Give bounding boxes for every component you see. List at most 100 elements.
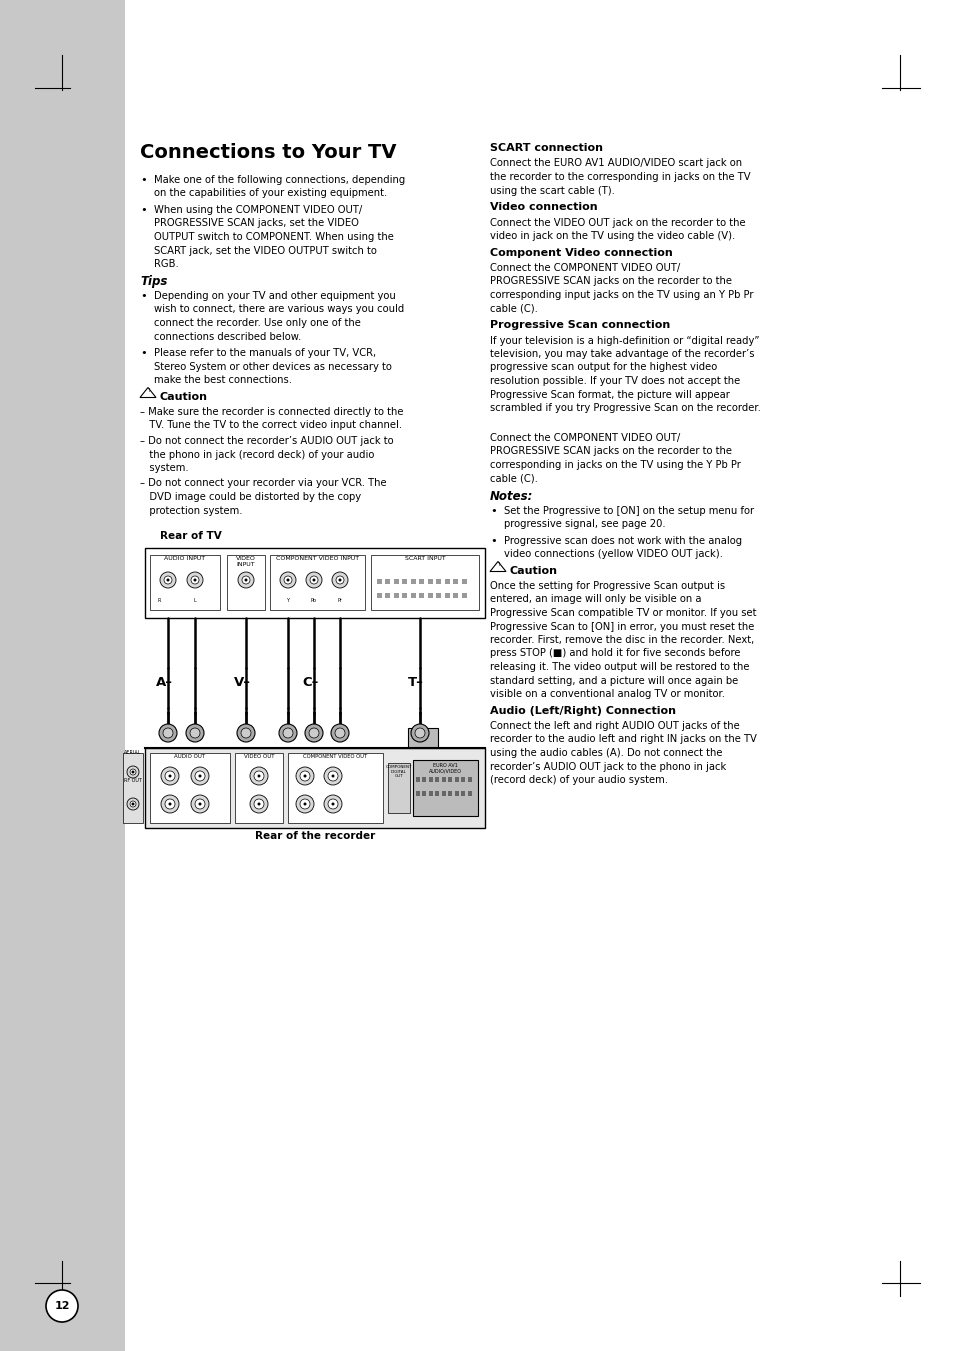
Circle shape [335,576,344,584]
Bar [444,580,450,584]
Text: If your television is a high-definition or “digital ready”: If your television is a high-definition … [490,335,759,346]
Bar [429,790,433,796]
Text: •: • [490,505,497,516]
Text: PROGRESSIVE SCAN jacks on the recorder to the: PROGRESSIVE SCAN jacks on the recorder t… [490,277,731,286]
Circle shape [191,576,199,584]
Text: PROGRESSIVE SCAN jacks on the recorder to the: PROGRESSIVE SCAN jacks on the recorder t… [490,446,731,457]
Circle shape [127,766,139,778]
Text: AERIAL: AERIAL [124,750,142,755]
Circle shape [161,767,179,785]
Text: entered, an image will only be visible on a: entered, an image will only be visible o… [490,594,700,604]
Circle shape [241,728,251,738]
Text: corresponding input jacks on the TV using an Y Pb Pr: corresponding input jacks on the TV usin… [490,290,753,300]
Text: – Do not connect your recorder via your VCR. The: – Do not connect your recorder via your … [140,478,386,489]
Text: recorder. First, remove the disc in the recorder. Next,: recorder. First, remove the disc in the … [490,635,754,644]
Circle shape [324,794,341,813]
Text: •: • [140,349,147,358]
Circle shape [163,728,172,738]
Circle shape [286,578,289,581]
Bar [429,777,433,782]
Bar [123,753,143,823]
Text: COMPONENT VIDEO INPUT: COMPONENT VIDEO INPUT [275,557,358,561]
Text: Progressive Scan connection: Progressive Scan connection [490,320,670,330]
Text: releasing it. The video output will be restored to the: releasing it. The video output will be r… [490,662,749,671]
Circle shape [167,578,170,581]
Text: AUDIO OUT: AUDIO OUT [174,754,205,759]
Text: R: R [157,598,160,603]
Text: VIDEO OUT: VIDEO OUT [244,754,274,759]
Bar [270,555,365,611]
Circle shape [169,774,172,777]
Text: EURO AV1
AUDIO/VIDEO: EURO AV1 AUDIO/VIDEO [428,763,461,774]
Bar [422,790,426,796]
Text: cable (C).: cable (C). [490,304,537,313]
Circle shape [132,770,134,774]
Text: SCART jack, set the VIDEO OUTPUT switch to: SCART jack, set the VIDEO OUTPUT switch … [153,246,376,255]
Text: progressive scan output for the highest video: progressive scan output for the highest … [490,362,717,373]
Circle shape [284,576,292,584]
Circle shape [161,794,179,813]
Circle shape [165,771,174,781]
Text: Once the setting for Progressive Scan output is: Once the setting for Progressive Scan ou… [490,581,724,590]
Text: video connections (yellow VIDEO OUT jack).: video connections (yellow VIDEO OUT jack… [503,549,722,559]
Text: progressive signal, see page 20.: progressive signal, see page 20. [503,519,665,530]
Text: Audio (Left/Right) Connection: Audio (Left/Right) Connection [490,705,676,716]
Text: RGB.: RGB. [153,259,178,269]
Bar [416,777,419,782]
Bar [441,790,446,796]
Circle shape [242,576,250,584]
Text: V–: V– [233,677,251,689]
Text: on the capabilities of your existing equipment.: on the capabilities of your existing equ… [153,189,387,199]
Text: Connect the left and right AUDIO OUT jacks of the: Connect the left and right AUDIO OUT jac… [490,721,739,731]
Bar [371,555,478,611]
Text: Connections to Your TV: Connections to Your TV [140,143,396,162]
Bar [461,593,467,598]
Bar [453,593,458,598]
Bar [288,753,382,823]
Circle shape [257,774,260,777]
Text: Tips: Tips [140,276,167,289]
Text: SCART INPUT: SCART INPUT [404,557,445,561]
Bar [436,593,441,598]
Bar [150,555,220,611]
Bar [455,790,458,796]
Text: VIDEO
INPUT: VIDEO INPUT [235,557,255,567]
Circle shape [165,798,174,809]
Circle shape [280,571,295,588]
Circle shape [169,802,172,805]
Text: COMPONENT
DIGITAL
OUT: COMPONENT DIGITAL OUT [385,765,412,778]
Circle shape [331,802,335,805]
Text: corresponding in jacks on the TV using the Y Pb Pr: corresponding in jacks on the TV using t… [490,459,740,470]
Text: Video connection: Video connection [490,203,597,212]
Bar [461,580,467,584]
Circle shape [303,802,306,805]
Circle shape [324,767,341,785]
Text: recorder to the audio left and right IN jacks on the TV: recorder to the audio left and right IN … [490,735,756,744]
Text: system.: system. [140,463,189,473]
Circle shape [130,769,136,775]
Bar [435,777,439,782]
Text: PROGRESSIVE SCAN jacks, set the VIDEO: PROGRESSIVE SCAN jacks, set the VIDEO [153,219,358,228]
Text: protection system.: protection system. [140,505,242,516]
Circle shape [250,767,268,785]
Bar [444,593,450,598]
Bar [468,790,472,796]
Text: connect the recorder. Use only one of the: connect the recorder. Use only one of th… [153,317,360,328]
Text: Progressive Scan compatible TV or monitor. If you set: Progressive Scan compatible TV or monito… [490,608,756,617]
Circle shape [198,774,201,777]
Text: Caution: Caution [160,392,208,401]
Text: RF OUT: RF OUT [124,778,142,784]
Circle shape [237,571,253,588]
Circle shape [130,801,136,807]
Text: recorder’s AUDIO OUT jack to the phono in jack: recorder’s AUDIO OUT jack to the phono i… [490,762,725,771]
Bar [388,763,410,813]
Bar [411,580,416,584]
Circle shape [305,724,323,742]
Text: !: ! [147,388,150,393]
Circle shape [331,774,335,777]
Bar [408,728,437,758]
Circle shape [244,578,247,581]
Circle shape [338,578,341,581]
Text: using the audio cables (A). Do not connect the: using the audio cables (A). Do not conne… [490,748,721,758]
Bar [416,790,419,796]
